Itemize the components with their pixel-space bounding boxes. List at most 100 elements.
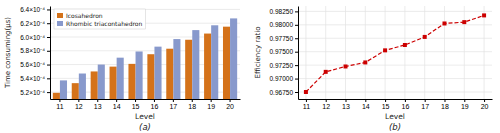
x-tick: 16 [151,99,159,110]
x-tick-label: 19 [207,103,215,110]
x-tick-mark [326,99,327,102]
x-axis-title: Level [385,112,405,121]
x-tick-label: 17 [421,103,429,110]
y-axis-title: Efficiency ratio [254,26,262,78]
x-tick: 18 [441,99,449,110]
marker [344,64,348,68]
x-tick: 19 [461,99,469,110]
x-tick-label: 13 [94,103,102,110]
y-tick: 5.4×10⁻⁴ [20,75,50,82]
x-tick: 17 [421,99,429,110]
y-tick-mark [295,52,298,53]
marks [304,13,486,94]
x-tick-mark [230,99,231,102]
y-axis-line [298,7,299,100]
y-tick-mark [47,37,50,38]
x-tick: 20 [481,99,489,110]
x-tick: 12 [322,99,330,110]
annotation: (b) [389,122,401,132]
bar [204,34,211,99]
x-tick-mark [135,99,136,102]
bar [154,47,161,99]
x-tick-label: 18 [441,103,449,110]
grid-line-y [298,38,492,39]
x-tick: 15 [132,99,140,110]
y-tick-mark [295,38,298,39]
x-tick-label: 12 [322,103,330,110]
x-tick-mark [484,99,485,102]
y-tick-mark [295,79,298,80]
legend-swatch [57,21,63,26]
bar [211,25,218,99]
x-axis: 11121314151617181920 [51,99,241,110]
x-tick: 13 [94,99,102,110]
y-tick-mark [47,51,50,52]
grid-line-x [464,6,465,99]
bar [223,27,230,99]
legend-label: Icosahedron [66,12,103,19]
x-tick: 16 [401,99,409,110]
marker [423,35,427,39]
bar [136,51,143,99]
bar [53,93,60,99]
bar [98,65,105,99]
grid-line-x [484,6,485,99]
x-tick: 18 [188,99,196,110]
x-tick: 11 [303,99,310,110]
x-tick-label: 18 [188,103,196,110]
bar [60,80,67,99]
x-tick: 14 [113,99,121,110]
marker [403,43,407,47]
x-tick-mark [346,99,347,102]
y-tick-label: 6.2×10⁻⁴ [20,20,45,27]
y-tick: 6.0×10⁻⁴ [20,34,50,41]
x-tick: 20 [226,99,234,110]
y-tick-label: 0.96750 [270,89,294,96]
marker [442,21,446,25]
grid-line-y [298,78,492,79]
x-tick-mark [211,99,212,102]
grid-line-x [365,6,366,99]
x-axis-line [299,99,493,100]
chart-root: 111213141516171819205.2×10⁻⁴5.4×10⁻⁴5.6×… [0,0,500,133]
grid-line-y [298,11,492,12]
y-tick-label: 0.98250 [270,8,294,15]
x-tick-mark [116,99,117,102]
x-tick-mark [464,99,465,102]
y-axis-line [50,7,51,100]
panel: 111213141516171819205.2×10⁻⁴5.4×10⁻⁴5.6×… [4,6,241,133]
x-axis-title: Level [135,112,155,121]
marker [462,20,466,24]
bar-series [60,18,237,99]
x-tick: 13 [342,99,350,110]
grid-line-x [345,6,346,99]
y-tick: 0.97750 [270,35,299,42]
y-tick-label: 0.97500 [270,48,294,55]
legend-item: Rhombic triacontahedron [57,20,142,27]
grid-line-x [325,6,326,99]
x-axis: 11121314151617181920 [299,99,493,110]
x-tick-label: 11 [56,103,63,110]
panel: 111213141516171819200.967500.970000.9725… [254,6,493,132]
x-tick-mark [425,99,426,102]
grid-line-y [298,51,492,52]
bar [192,30,199,99]
bar [166,49,173,99]
y-tick-mark [47,92,50,93]
y-tick-label: 6.0×10⁻⁴ [20,34,45,41]
y-tick-mark [295,11,298,12]
legend: IcosahedronRhombic triacontahedron [54,9,145,29]
x-tick-mark [306,99,307,102]
bar [128,64,135,99]
x-tick: 17 [169,99,177,110]
y-tick-mark [47,9,50,10]
y-tick-mark [295,25,298,26]
line [306,15,484,92]
grid-line-y [298,92,492,93]
x-tick-mark [97,99,98,102]
y-tick: 6.2×10⁻⁴ [20,20,50,27]
y-tick-mark [47,65,50,66]
annotation: (a) [139,122,151,132]
bar [110,67,117,99]
bar [79,74,86,99]
